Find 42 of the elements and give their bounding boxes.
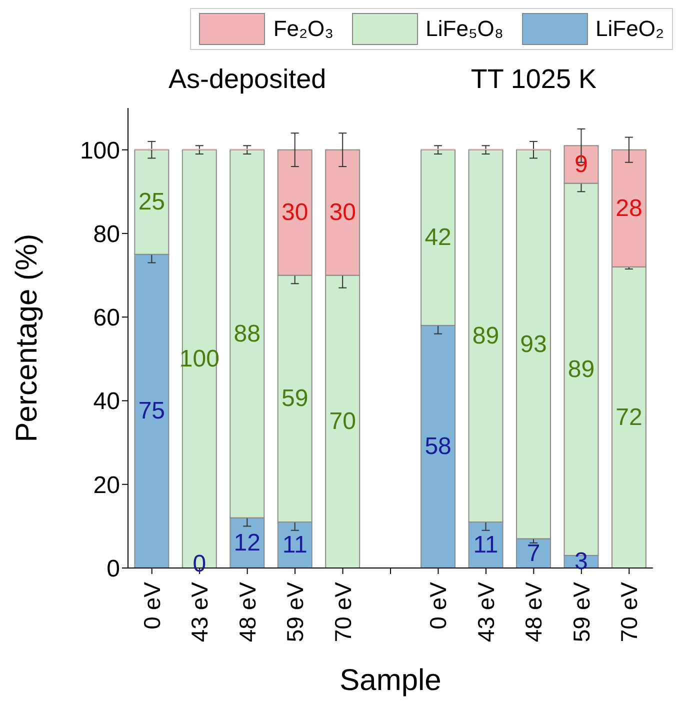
y-tick-label: 100	[80, 137, 120, 164]
x-tick-label: 48 eV	[520, 581, 547, 642]
data-label: 42	[424, 224, 452, 252]
x-tick-label: 70 eV	[330, 581, 356, 642]
y-tick-label: 60	[93, 304, 120, 332]
x-axis-title: Sample	[340, 664, 442, 697]
legend-label: LiFe₅O₈	[426, 16, 504, 42]
x-tick-label: 43 eV	[186, 581, 213, 642]
data-label: 89	[472, 322, 500, 350]
text: TT 1025 K	[470, 64, 596, 94]
x-tick-label: 0 eV	[425, 581, 452, 630]
data-label: 11	[282, 532, 308, 558]
data-label: 12	[234, 529, 260, 556]
y-tick-label: 40	[93, 388, 120, 416]
y-tick-label: 80	[93, 220, 120, 248]
data-label: 88	[234, 320, 260, 348]
x-tick-label: 59 eV	[568, 581, 594, 642]
data-label: 93	[520, 330, 547, 358]
data-label: 75	[138, 398, 166, 425]
x-tick-label: 48 eV	[234, 581, 260, 642]
data-label: 25	[138, 188, 166, 216]
legend-label: LiFeO₂	[596, 16, 664, 42]
data-label: 11	[473, 532, 498, 558]
data-label: 89	[568, 356, 595, 383]
data-label: 7	[526, 540, 540, 567]
x-tick-label: 0 eV	[138, 581, 165, 630]
legend-label: Fe₂O₃	[273, 16, 334, 42]
data-label: 28	[616, 194, 642, 222]
x-tick-label: 70 eV	[616, 581, 642, 642]
data-label: 30	[282, 199, 308, 226]
data-label: 72	[616, 404, 642, 431]
text: As-deposited	[168, 64, 326, 94]
y-axis-title: Percentage (%)	[10, 234, 44, 442]
data-label: 58	[424, 433, 452, 460]
data-label: 59	[282, 385, 308, 412]
x-tick-label: 43 eV	[472, 581, 499, 642]
data-label: 100	[179, 345, 220, 372]
x-tick-label: 59 eV	[282, 581, 308, 642]
y-tick-label: 0	[106, 556, 120, 583]
y-tick-label: 20	[93, 472, 120, 499]
data-label: 30	[329, 199, 356, 226]
data-label: 70	[329, 408, 356, 436]
